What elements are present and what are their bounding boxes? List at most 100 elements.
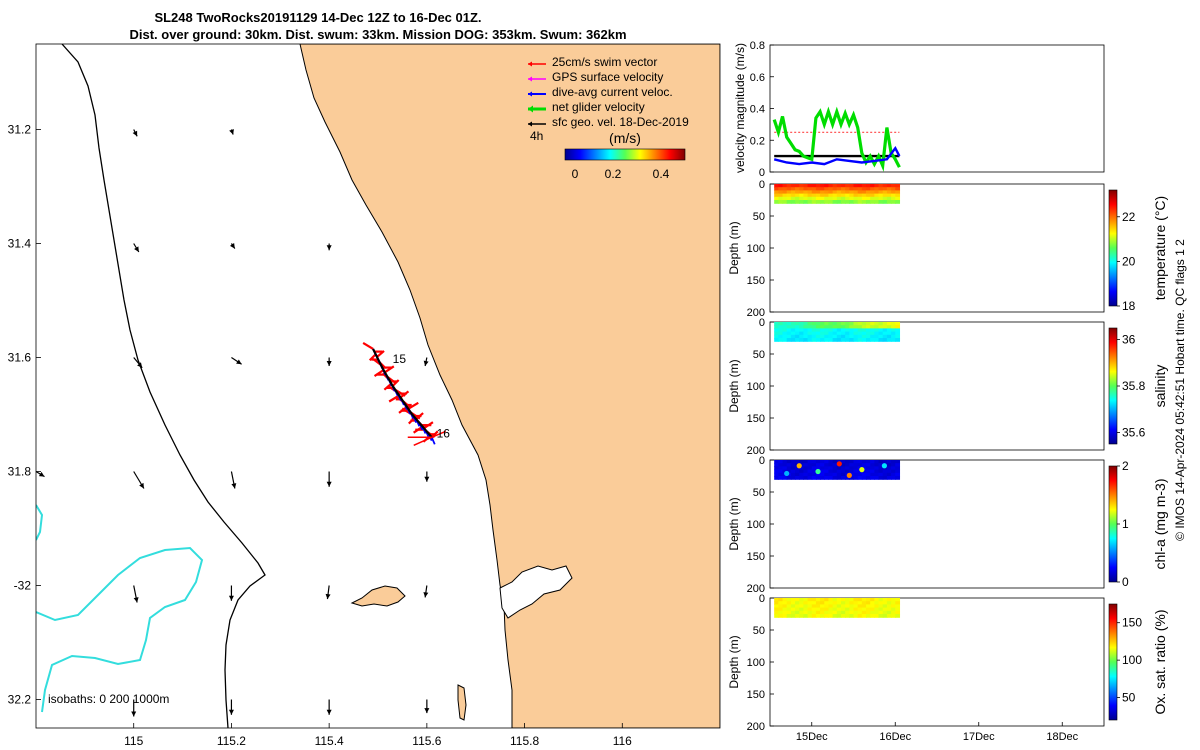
profile-cell bbox=[895, 190, 901, 195]
profile-ytick-label: 200 bbox=[747, 445, 765, 457]
profile-ytick-label: 0 bbox=[759, 317, 765, 329]
geo-vector-head bbox=[325, 593, 331, 600]
profile-cell bbox=[861, 460, 867, 464]
profile-cell bbox=[840, 334, 846, 339]
chl-spot bbox=[846, 472, 852, 478]
profile-cell bbox=[870, 607, 875, 612]
profile-cell bbox=[845, 187, 850, 191]
profile-cell bbox=[786, 190, 792, 195]
profile-cell bbox=[870, 187, 875, 191]
profile-cell bbox=[874, 469, 880, 474]
map-axes: 115 115.2 115.4 115.6 115.8 116 31.2 31.4 31.6 3… bbox=[8, 123, 633, 749]
cbar-tick-label: 100 bbox=[1122, 653, 1142, 667]
profile-cell bbox=[840, 193, 846, 198]
profile-colorbar-label: Ox. sat. ratio (%) bbox=[1152, 609, 1168, 714]
profile-cell bbox=[878, 607, 884, 612]
profile-cell bbox=[803, 610, 809, 615]
legend-net: net glider velocity bbox=[552, 100, 645, 114]
profile-cell bbox=[891, 200, 896, 204]
profile-cell bbox=[778, 331, 784, 336]
profile-cell bbox=[786, 200, 792, 204]
profile-ytick-label: 0 bbox=[759, 593, 765, 605]
profile-cell bbox=[836, 200, 842, 204]
profile-cell bbox=[878, 338, 884, 342]
profile-cell bbox=[774, 607, 779, 612]
profile-cell bbox=[807, 193, 813, 198]
profile-cell bbox=[866, 328, 871, 333]
profile-cell bbox=[799, 196, 804, 201]
profile-cell bbox=[886, 476, 892, 480]
profile-cell bbox=[811, 338, 817, 342]
geo-vector-head bbox=[423, 360, 429, 366]
profile-cell bbox=[886, 331, 892, 336]
profile-cell bbox=[891, 334, 896, 339]
profile-cell bbox=[886, 190, 892, 195]
profile-cell bbox=[786, 331, 792, 336]
legend-scale-label: 4h bbox=[530, 129, 543, 143]
profile-cell bbox=[820, 460, 825, 464]
profile-cell bbox=[874, 193, 880, 198]
profile-cell bbox=[786, 469, 792, 474]
profile-cell bbox=[895, 334, 901, 339]
legend-swim-arrowhead bbox=[528, 61, 532, 67]
profile-cell bbox=[799, 193, 804, 198]
profile-cell bbox=[828, 331, 834, 336]
geo-vector-head bbox=[131, 711, 137, 717]
profile-cell bbox=[874, 184, 880, 188]
geo-vector-head bbox=[326, 245, 332, 251]
profile-cell bbox=[820, 328, 825, 333]
profile-cell bbox=[820, 601, 825, 605]
profile-cell bbox=[799, 466, 804, 471]
profile-cell bbox=[790, 476, 796, 480]
profile-cell bbox=[815, 466, 821, 471]
profile-colorbar bbox=[1108, 465, 1118, 583]
profile-ytick-label: 100 bbox=[747, 243, 765, 255]
profile-cell bbox=[795, 466, 800, 471]
profile-cell bbox=[882, 184, 888, 188]
profile-cell bbox=[849, 184, 855, 188]
profile-cell bbox=[799, 200, 804, 204]
profile-cell bbox=[895, 460, 901, 464]
geostrophic-vectors bbox=[35, 129, 430, 717]
profile-cell bbox=[886, 322, 892, 326]
map-ytick-label: 31.6 bbox=[8, 351, 32, 365]
profile-cell bbox=[861, 325, 867, 329]
profile-cell bbox=[811, 472, 817, 477]
profile-panel-3: 0 50 100 150 200 Depth (m) 50 100 150 Ox. sat. ra… bbox=[727, 593, 1168, 743]
geo-vector-head bbox=[231, 483, 237, 489]
profile-cell bbox=[782, 598, 788, 602]
profile-cell bbox=[882, 331, 888, 336]
profile-cell bbox=[878, 469, 884, 474]
profile-cell bbox=[845, 601, 850, 605]
profile-cell bbox=[840, 460, 846, 464]
profile-cell bbox=[840, 338, 846, 342]
profile-cell bbox=[807, 328, 813, 333]
profile-cell bbox=[870, 601, 875, 605]
profile-cell bbox=[795, 614, 800, 618]
profile-cell bbox=[774, 196, 779, 201]
profile-cell bbox=[795, 601, 800, 605]
profile-cell bbox=[807, 610, 813, 615]
profile-cell bbox=[861, 190, 867, 195]
profile-cell bbox=[774, 614, 779, 618]
profile-cell bbox=[778, 610, 784, 615]
profile-cell bbox=[803, 466, 809, 471]
profile-ytick-label: 50 bbox=[753, 211, 765, 223]
profile-cell bbox=[790, 610, 796, 615]
profile-cell bbox=[786, 338, 792, 342]
profile-cell bbox=[870, 331, 875, 336]
profile-cell bbox=[845, 322, 850, 326]
profile-cell bbox=[786, 322, 792, 326]
speed-colorbar-tick: 0.2 bbox=[605, 167, 622, 181]
profile-cell bbox=[878, 466, 884, 471]
profile-cell bbox=[870, 193, 875, 198]
profile-cell bbox=[778, 598, 784, 602]
profile-cell bbox=[845, 460, 850, 464]
profile-cell bbox=[811, 614, 817, 618]
profile-cell bbox=[828, 604, 834, 609]
speed-colorbar-tick: 0 bbox=[572, 167, 579, 181]
legend-geo-arrowhead bbox=[528, 121, 532, 127]
profile-cell bbox=[845, 610, 850, 615]
profile-cell bbox=[840, 331, 846, 336]
profile-cell bbox=[820, 604, 825, 609]
